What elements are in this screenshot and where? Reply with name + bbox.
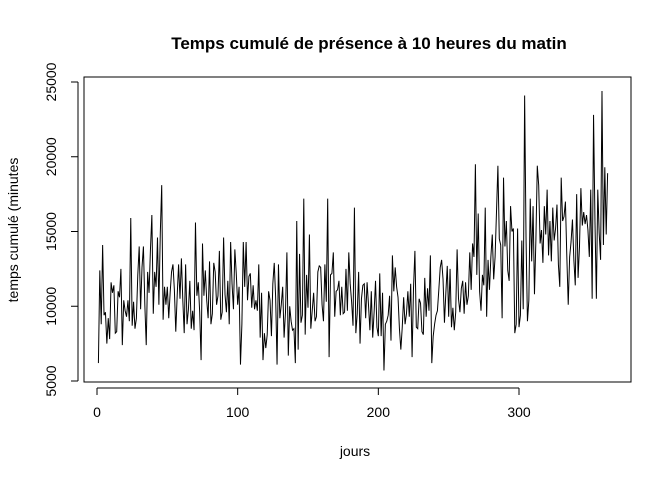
x-tick-label: 100 <box>226 404 250 420</box>
y-axis-label: temps cumulé (minutes <box>5 158 21 303</box>
y-ticks: 5000 10000 15000 20000 25000 <box>43 62 78 397</box>
chart-title: Temps cumulé de présence à 10 heures du … <box>171 34 567 53</box>
y-tick-label: 25000 <box>43 62 59 101</box>
y-tick-label: 10000 <box>43 287 59 326</box>
y-tick-label: 15000 <box>43 212 59 251</box>
plot-frame <box>83 76 632 383</box>
x-ticks: 0 100 200 300 <box>93 388 531 420</box>
y-tick-label: 20000 <box>43 137 59 176</box>
x-tick-label: 300 <box>507 404 531 420</box>
series-line <box>97 90 609 371</box>
x-tick-label: 0 <box>93 404 101 420</box>
y-tick-label: 5000 <box>43 365 59 396</box>
x-tick-label: 200 <box>367 404 391 420</box>
x-axis-label: jours <box>339 443 370 459</box>
